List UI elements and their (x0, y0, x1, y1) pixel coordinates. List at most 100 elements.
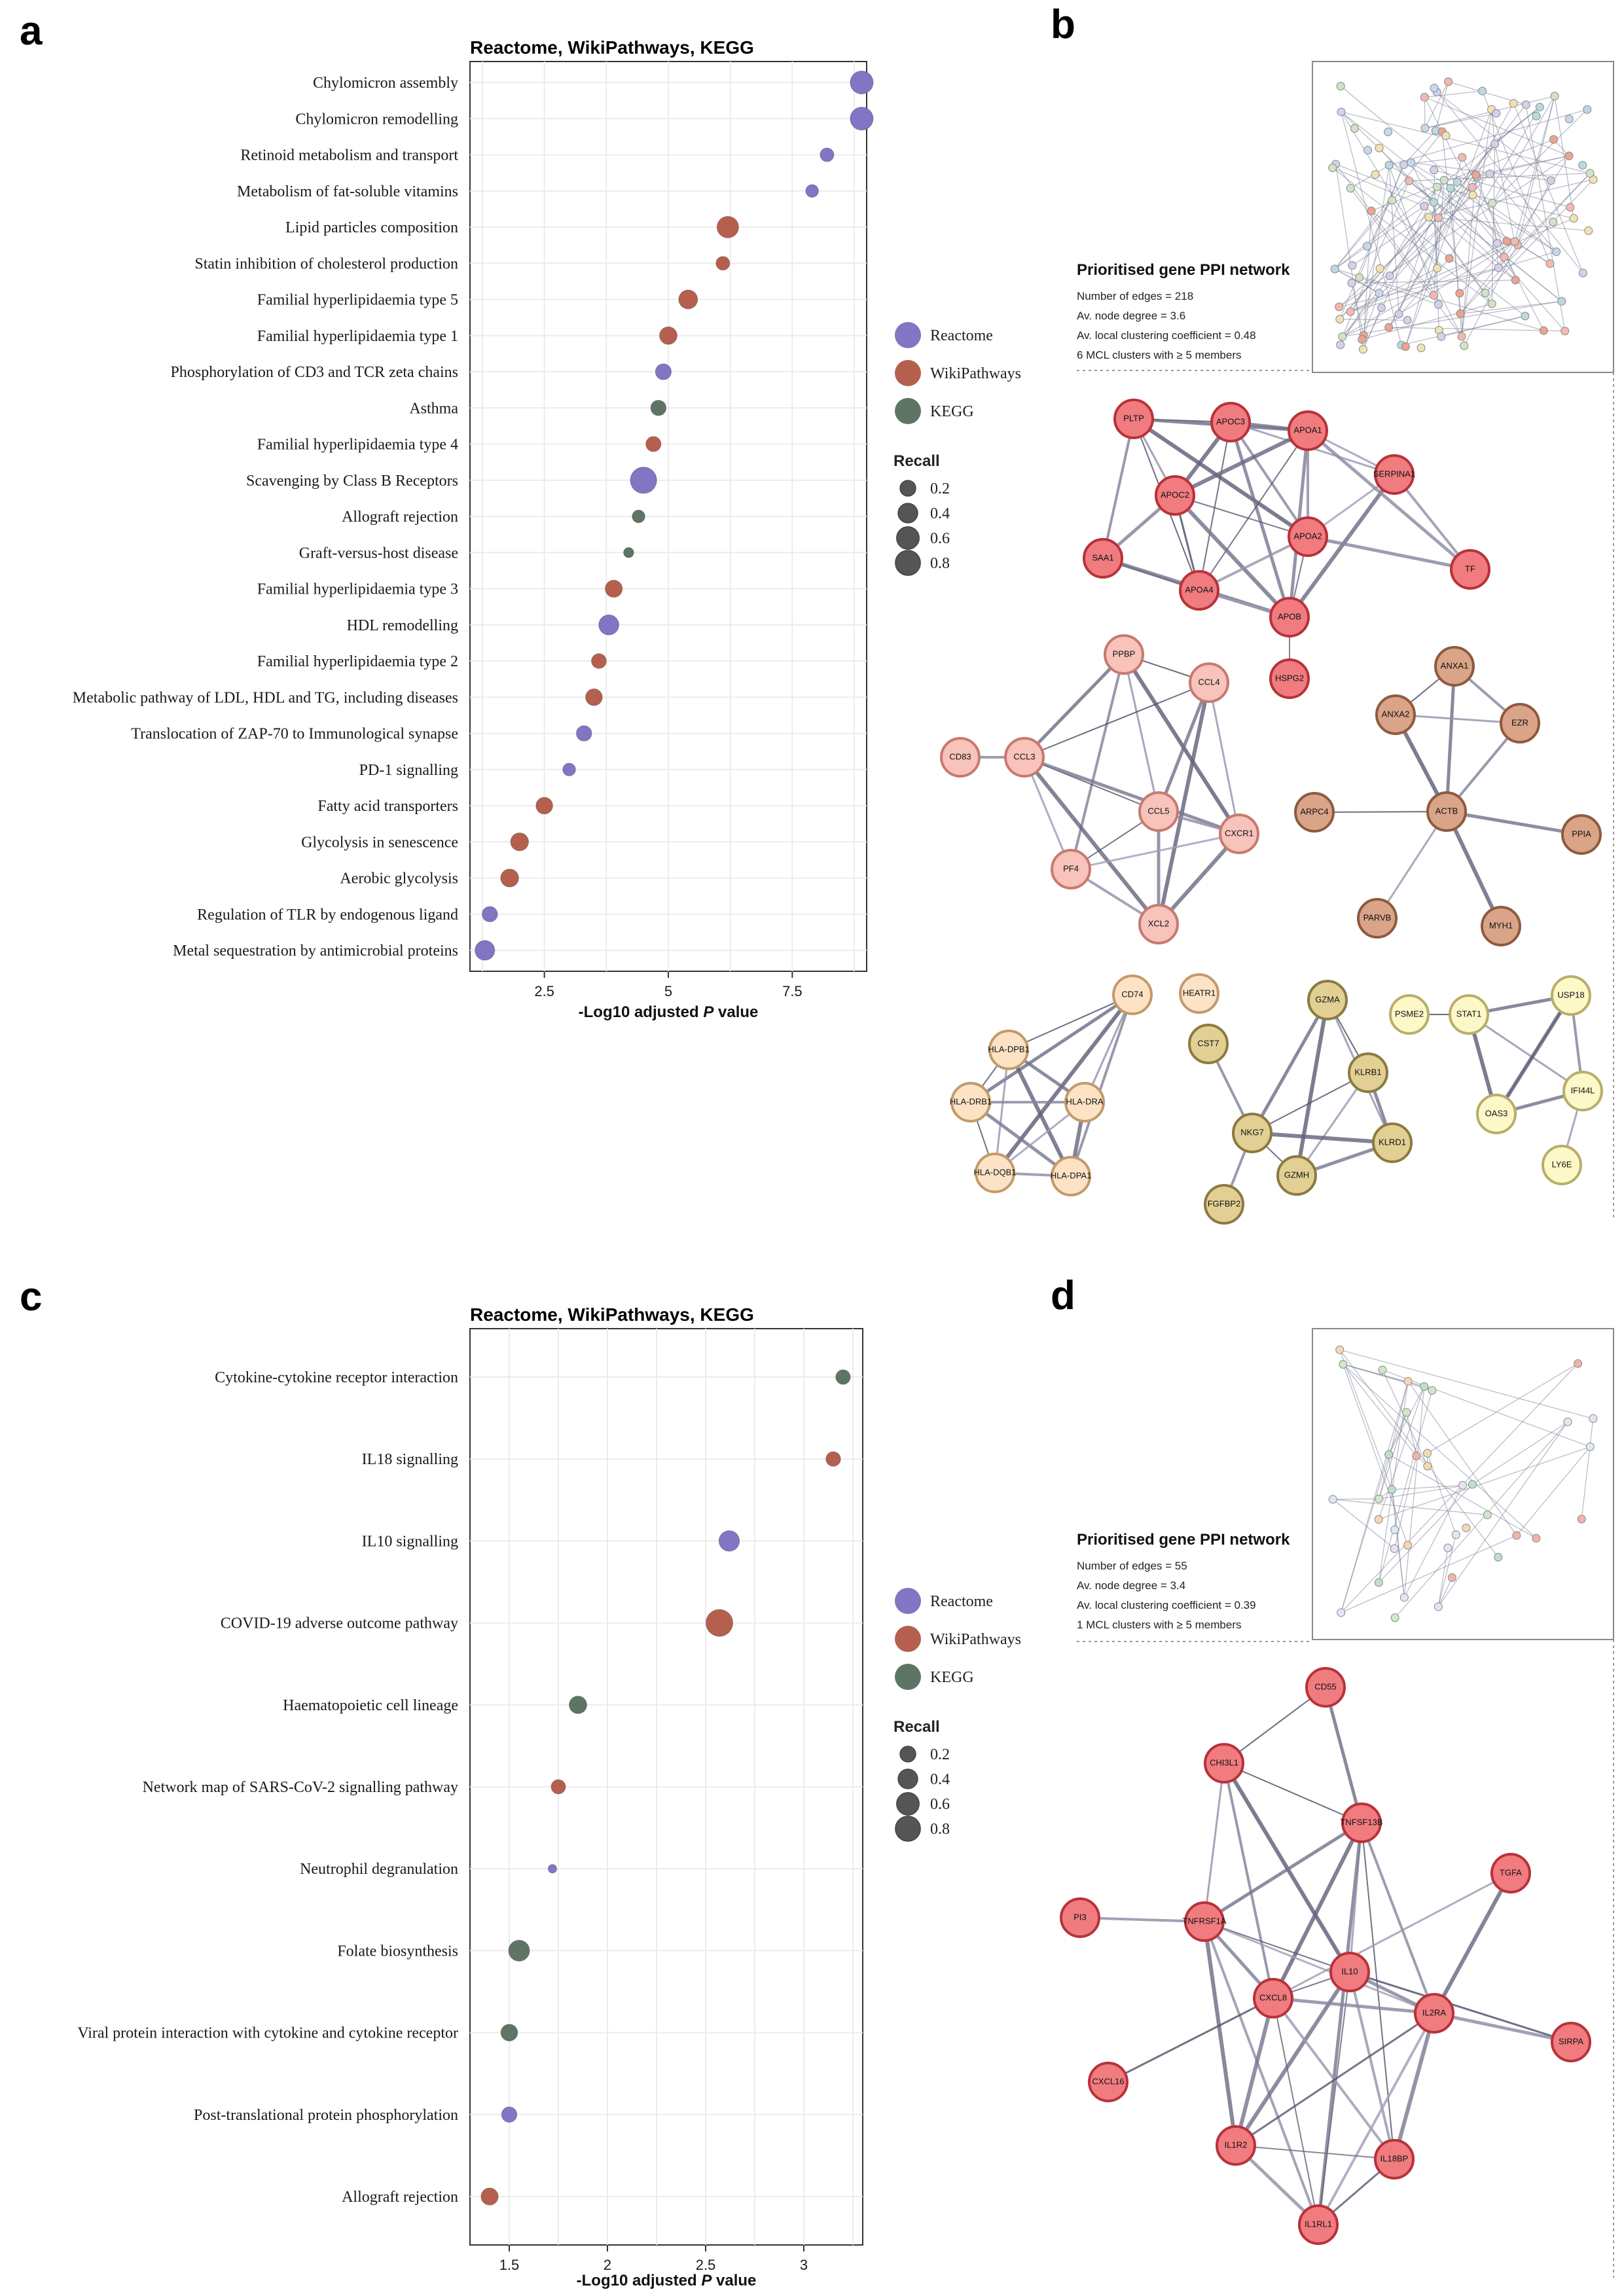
chartC-x-tick-label: 2.5 (696, 2257, 716, 2273)
network-node: CCL3 (1004, 737, 1045, 778)
chartC-category-label: Post-translational protein phosphorylati… (194, 2107, 458, 2124)
legend-recall-label: 0.2 (930, 1746, 950, 1763)
network-node-label: HLA-DPB1 (988, 1044, 1030, 1054)
chartA-category-label: Fatty acid transporters (317, 798, 458, 815)
network-d-edges (1079, 1687, 1572, 2226)
panel-letter-b: b (1051, 2, 1075, 47)
network-node-label: TGFA (1500, 1867, 1522, 1877)
overview-node (1443, 1543, 1453, 1552)
legend-label-kegg: KEGG (930, 1669, 974, 1686)
overview-node (1453, 177, 1462, 187)
overview-node (1375, 1494, 1384, 1503)
overview-edge (1411, 162, 1557, 253)
network-node-label: EZR (1511, 717, 1528, 727)
overview-edge (1341, 111, 1591, 174)
network-node-circle (1104, 634, 1144, 675)
network-node-label: IL1RL1 (1305, 2219, 1332, 2229)
network-node: GZMH (1276, 1155, 1317, 1196)
network-node-circle (1051, 1156, 1091, 1196)
network-edge (1203, 1921, 1320, 2225)
network-node-label: IL10 (1341, 1966, 1358, 1976)
overview-edge (1427, 1363, 1578, 1454)
chartC-point (508, 1939, 530, 1962)
overview-node (1552, 247, 1561, 257)
overview-node (1511, 276, 1520, 285)
chartA-point (482, 906, 498, 923)
network-node-label: PPBP (1113, 649, 1136, 658)
network-edge (1229, 422, 1291, 618)
overview-node (1420, 124, 1430, 133)
overview-node (1367, 206, 1376, 215)
overview-node (1585, 169, 1595, 178)
overview-node (1390, 1525, 1399, 1534)
overview-node (1363, 145, 1373, 154)
overview-edge (1362, 211, 1372, 350)
network-edge (1202, 1921, 1238, 2146)
network-edge (1174, 429, 1309, 497)
overview-node (1335, 302, 1344, 312)
network-node-label: SERPINA1 (1373, 469, 1415, 478)
overview-node (1330, 264, 1339, 274)
overview-edge (1462, 157, 1507, 242)
overview-edge (1341, 111, 1438, 269)
network-edge (1203, 1763, 1225, 1922)
overview-edge (1525, 104, 1566, 331)
network-node-label: PARVB (1363, 912, 1392, 922)
overview-edge (1362, 303, 1492, 340)
network-edge (969, 1100, 1072, 1178)
network-d-stat-2: Av. node degree = 3.4 (1077, 1579, 1185, 1592)
overview-edge (1494, 107, 1540, 145)
network-d-title: Prioritised gene PPI network (1077, 1531, 1290, 1549)
network-node-circle (1112, 975, 1153, 1015)
network-edge (1468, 1013, 1583, 1092)
overview-edge (1441, 315, 1526, 337)
overview-edge (1341, 1381, 1409, 1613)
overview-node (1447, 1573, 1456, 1582)
network-b-nodes: PLTP APOC3 APOA1 SERPINA1 APOC2 APOA2 SAA1 APOA… (940, 399, 1603, 1225)
network-node: CHI3L1 (1204, 1743, 1244, 1784)
overview-node (1336, 82, 1345, 91)
overview-edge (1405, 1412, 1417, 1456)
legend-recall-title: Recall (893, 1718, 940, 1736)
overview-node (1432, 183, 1441, 192)
network-edge (1392, 2013, 1436, 2160)
overview-edge (1513, 103, 1583, 274)
chartA-point (585, 688, 603, 706)
network-edge (1348, 1971, 1396, 2160)
chartC-category-label: Haematopoietic cell lineage (283, 1697, 458, 1714)
overview-edge (1391, 1489, 1405, 1598)
network-node-label: KLRB1 (1354, 1067, 1381, 1077)
overview-node (1429, 198, 1438, 207)
network-node-circle (1276, 1155, 1317, 1196)
network-edge (1208, 682, 1240, 834)
overview-node (1374, 1578, 1383, 1587)
chartA-category-label: Translocation of ZAP-70 to Immunological… (131, 726, 458, 743)
legend-recall-swatch (895, 1816, 921, 1842)
overview-edge (1464, 180, 1551, 346)
overview-node (1512, 1531, 1521, 1540)
network-node-label: HSPG2 (1275, 673, 1304, 683)
network-node: ANXA1 (1434, 646, 1475, 687)
chart-c-title: Reactome, WikiPathways, KEGG (470, 1304, 754, 1325)
network-node: KLRD1 (1372, 1122, 1413, 1163)
chartA-category-label: PD-1 signalling (359, 762, 458, 779)
overview-edge (1340, 187, 1437, 346)
network-node-label: CD55 (1314, 1681, 1336, 1691)
overview-edge (1388, 1386, 1425, 1455)
chart-c-grid (470, 1329, 863, 2245)
chartA-category-label: Metal sequestration by antimicrobial pro… (173, 942, 458, 960)
chartA-x-tick-label: 5 (664, 983, 672, 999)
overview-node (1550, 92, 1559, 101)
chartA-point (850, 107, 874, 131)
network-node: OAS3 (1476, 1094, 1517, 1134)
overview-node (1346, 184, 1355, 193)
network-node-label: ARPC4 (1300, 806, 1328, 816)
overview-node (1384, 127, 1393, 136)
network-node-circle (975, 1153, 1015, 1193)
chartA-point (678, 289, 698, 310)
network-node: HSPG2 (1269, 658, 1310, 699)
overview-node (1578, 161, 1587, 170)
overview-node (1439, 175, 1449, 185)
network-node-label: HEATR1 (1183, 988, 1216, 997)
network-node-circle (1188, 1024, 1229, 1064)
